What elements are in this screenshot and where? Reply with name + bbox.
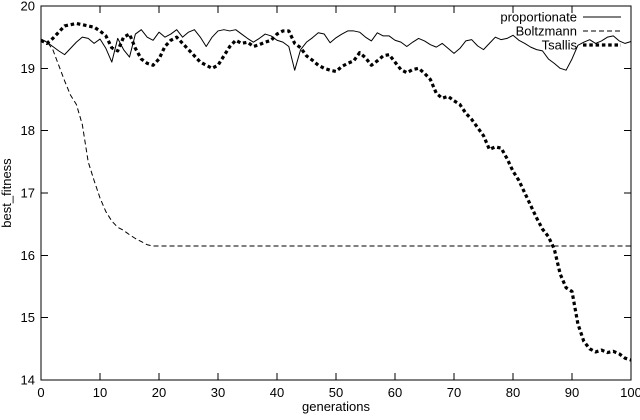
x-tick-label: 20 <box>152 385 166 400</box>
x-tick-label: 30 <box>211 385 225 400</box>
series-boltzmann <box>40 39 631 247</box>
legend-label-proportionate: proportionate <box>500 10 577 25</box>
y-tick-label: 16 <box>21 248 35 263</box>
x-tick-label: 50 <box>329 385 343 400</box>
x-tick-label: 70 <box>447 385 461 400</box>
x-axis-label: generations <box>302 399 370 414</box>
x-tick-label: 90 <box>565 385 579 400</box>
legend-label-boltzmann: Boltzmann <box>516 24 577 39</box>
series-tsallis <box>40 21 632 362</box>
y-tick-label: 14 <box>21 373 35 388</box>
x-tick-label: 100 <box>620 385 640 400</box>
x-axis: 0 10 20 30 40 50 60 70 80 90 100 <box>37 6 640 400</box>
y-tick-label: 17 <box>21 186 35 201</box>
y-tick-label: 19 <box>21 61 35 76</box>
plot-border <box>40 5 632 381</box>
y-axis-label: best_fitness <box>0 158 14 228</box>
x-tick-label: 10 <box>93 385 107 400</box>
y-tick-label: 20 <box>21 0 35 14</box>
x-tick-label: 0 <box>37 385 44 400</box>
x-tick-label: 80 <box>506 385 520 400</box>
x-tick-label: 60 <box>388 385 402 400</box>
x-tick-label: 40 <box>270 385 284 400</box>
y-tick-label: 15 <box>21 310 35 325</box>
y-axis: 14 15 16 17 18 19 20 <box>21 0 631 388</box>
y-tick-label: 18 <box>21 123 35 138</box>
legend-label-tsallis: Tsallis <box>542 38 578 53</box>
series-proportionate <box>40 29 632 71</box>
